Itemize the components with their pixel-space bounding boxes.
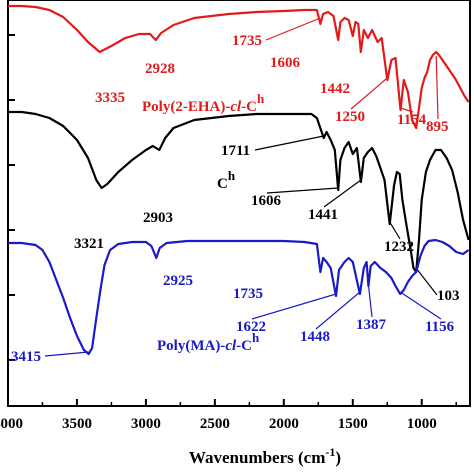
peak-label-1156: 1156 [425, 319, 455, 335]
peak-label-3335: 3335 [95, 90, 125, 106]
x-tick-label: 3500 [62, 416, 92, 432]
x-axis-title: Wavenumbers (cm-1) [189, 445, 341, 467]
peak-label-1735: 1735 [232, 33, 262, 49]
peak-label-1154: 1154 [397, 112, 427, 128]
peak-label-3321: 3321 [74, 236, 104, 252]
peak-leader-line [44, 351, 89, 357]
peak-label-1250: 1250 [335, 109, 365, 125]
x-tick-label: 1500 [338, 416, 368, 432]
series-line-1 [8, 4, 470, 130]
peak-leader-line [389, 221, 401, 240]
series-line-3 [8, 238, 470, 356]
peak-leader-line [315, 291, 361, 330]
peak-label-2928: 2928 [145, 61, 175, 77]
series-name-poly-ma: Poly(MA)-cl-Ch [157, 330, 260, 354]
peak-label-1442: 1442 [320, 81, 350, 97]
x-axis-title-end: ) [335, 448, 341, 467]
series-name-poly-2eha-mid: -C [241, 99, 257, 115]
x-tick-label: 4000 [0, 416, 23, 432]
peak-leader-line [399, 291, 442, 320]
peak-label-1387: 1387 [356, 317, 387, 333]
x-tick-label: 1000 [407, 416, 437, 432]
series-name-ch-sup: h [228, 168, 236, 183]
series-name-poly-2eha-main: Poly(2-EHA)- [142, 99, 230, 115]
plot-frame [7, 0, 471, 407]
x-tick-label: 2500 [200, 416, 230, 432]
peak-label-2925: 2925 [163, 273, 193, 289]
peak-label-3415: 3415 [11, 349, 41, 365]
peak-leader-line [350, 77, 388, 110]
axes-layer: 4000 3500 3000 2500 2000 1500 1000 [0, 0, 471, 432]
peak-leader-line [435, 55, 439, 120]
series-name-poly-ma-sup: h [252, 330, 260, 345]
peak-label-2903: 2903 [143, 210, 173, 226]
series-name-poly-ma-mid: -C [236, 338, 252, 354]
series-name-poly-2eha: Poly(2-EHA)-cl-Ch [142, 91, 265, 115]
series-name-ch: Ch [217, 168, 236, 192]
x-tick-label: 2000 [269, 416, 299, 432]
peak-labels-layer: 3335 2928 1735 1606 1442 1250 1154 895 3321 2903 1… [11, 17, 460, 365]
x-tick-label: 3000 [131, 416, 161, 432]
peak-label-1232: 1232 [384, 239, 414, 255]
peak-leader-line [254, 135, 324, 151]
peak-label-895: 895 [426, 119, 449, 135]
peak-label-1735: 1735 [233, 286, 263, 302]
series-name-poly-ma-italic: cl [225, 338, 237, 354]
peak-label-1622: 1622 [236, 319, 266, 335]
series-layer [8, 4, 470, 356]
peak-leader-line [417, 269, 438, 296]
series-line-2 [8, 110, 470, 274]
peak-label-1711: 1711 [221, 143, 250, 159]
series-name-poly-ma-main: Poly(MA)- [157, 338, 225, 354]
peak-label-1441: 1441 [308, 207, 338, 223]
series-name-poly-2eha-italic: cl [230, 99, 242, 115]
peak-leader-line [400, 107, 414, 113]
series-name-poly-2eha-sup: h [257, 91, 265, 106]
peak-leader-line [367, 283, 373, 318]
series-name-ch-main: C [217, 176, 228, 192]
x-axis-title-sup: -1 [325, 445, 335, 459]
peak-label-1448: 1448 [300, 329, 330, 345]
x-axis-title-main: Wavenumbers (cm [189, 448, 325, 467]
peak-leader-line [266, 187, 339, 194]
peak-leader-line [251, 293, 337, 320]
peak-label-103: 103 [437, 288, 460, 304]
peak-leader-line [323, 179, 362, 208]
peak-leader-line [265, 17, 321, 41]
peak-label-1606: 1606 [251, 193, 282, 209]
peak-label-1606: 1606 [270, 55, 301, 71]
